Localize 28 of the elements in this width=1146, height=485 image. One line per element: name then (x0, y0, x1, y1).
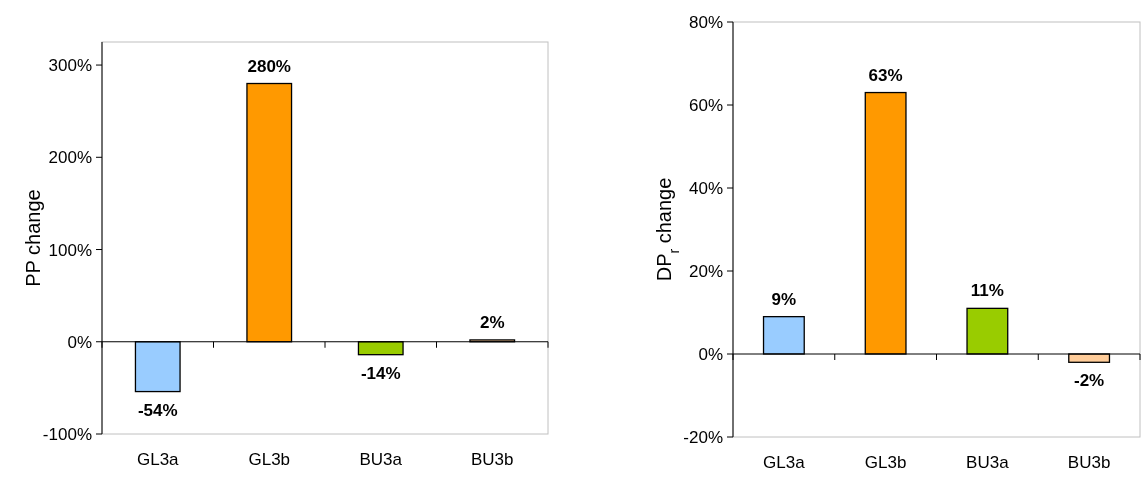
data-label: -2% (1074, 371, 1105, 391)
y-tick-label: 0% (698, 345, 723, 364)
x-tick-label: GL3a (763, 453, 806, 472)
y-tick-label: 300% (48, 56, 92, 76)
x-tick-label: GL3b (864, 453, 907, 472)
x-tick-label: BU3a (359, 450, 403, 469)
y-tick-label: 80% (688, 13, 723, 32)
x-tick-label: BU3b (470, 450, 514, 469)
data-label: 2% (479, 312, 505, 332)
data-label: 11% (970, 281, 1004, 301)
y-tick-label: 40% (688, 179, 723, 198)
y-tick-label: -100% (42, 425, 92, 444)
data-label: 280% (247, 56, 291, 76)
y-tick-label: 60% (688, 96, 723, 115)
x-tick-label: GL3a (136, 450, 180, 469)
data-label: -14% (360, 363, 401, 383)
data-label: -54% (137, 400, 178, 420)
y-axis-title: PP change (22, 189, 44, 287)
x-tick-label: BU3a (966, 453, 1010, 472)
x-tick-label: GL3b (248, 450, 291, 469)
y-tick-label: -20% (683, 428, 723, 447)
y-tick-label: 100% (48, 240, 92, 260)
y-tick-label: 200% (48, 148, 92, 168)
y-tick-label: 20% (688, 262, 723, 281)
data-label: 9% (771, 289, 797, 309)
data-label: 63% (868, 65, 903, 85)
x-tick-label: BU3b (1067, 453, 1111, 472)
y-tick-label: 0% (67, 332, 92, 352)
